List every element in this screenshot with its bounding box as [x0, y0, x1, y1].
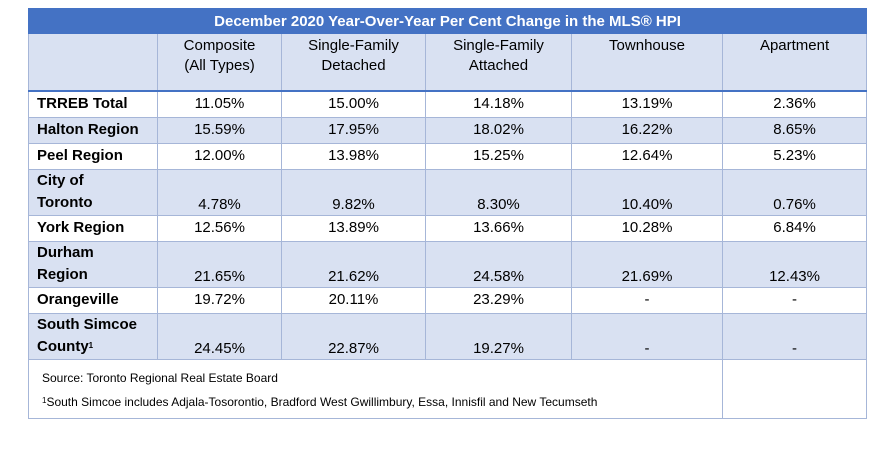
row-label: Peel Region — [28, 142, 158, 170]
value-cell: 22.87% — [281, 312, 426, 360]
value-cell: 8.30% — [425, 168, 572, 216]
value-cell: 12.64% — [571, 142, 723, 170]
column-header-composite: Composite (All Types) — [157, 33, 282, 92]
value-cell: 15.00% — [281, 90, 426, 118]
value-cell: 13.98% — [281, 142, 426, 170]
corner-header-cell — [28, 33, 158, 92]
value-cell: 4.78% — [157, 168, 282, 216]
row-label: York Region — [28, 214, 158, 242]
value-cell: 20.11% — [281, 286, 426, 314]
value-cell: 13.19% — [571, 90, 723, 118]
value-cell: 13.89% — [281, 214, 426, 242]
value-cell: 17.95% — [281, 116, 426, 144]
footer-row: Source: Toronto Regional Real Estate Boa… — [28, 358, 868, 419]
value-cell: 11.05% — [157, 90, 282, 118]
value-cell: 0.76% — [721, 168, 868, 216]
row-label: City of Toronto — [28, 168, 158, 216]
column-header-attached: Single-Family Attached — [425, 33, 572, 92]
row-label: Durham Region — [28, 240, 158, 288]
value-cell: 24.45% — [157, 312, 282, 360]
column-header-apartment: Apartment — [721, 33, 868, 92]
value-cell: 5.23% — [721, 142, 868, 170]
table-row: TRREB Total 11.05% 15.00% 14.18% 13.19% 2.36% — [28, 90, 868, 118]
column-header-row: Composite (All Types) Single-Family Detach… — [28, 33, 868, 92]
table-title: December 2020 Year-Over-Year Per Cent Ch… — [27, 8, 868, 34]
value-cell: 8.65% — [721, 116, 868, 144]
value-cell: 18.02% — [425, 116, 572, 144]
footer-empty-cell — [721, 358, 868, 419]
value-cell: 15.59% — [157, 116, 282, 144]
value-cell: 12.00% — [157, 142, 282, 170]
value-cell: 10.40% — [571, 168, 723, 216]
value-cell: 12.43% — [721, 240, 868, 288]
value-cell: 21.62% — [281, 240, 426, 288]
value-cell: 23.29% — [425, 286, 572, 314]
row-label: TRREB Total — [28, 90, 158, 118]
table-row: South Simcoe County1 24.45% 22.87% 19.27% - - — [28, 312, 868, 360]
source-note: Source: Toronto Regional Real Estate Boa… — [42, 370, 278, 385]
value-cell: 2.36% — [721, 90, 868, 118]
value-cell: 19.72% — [157, 286, 282, 314]
row-label: South Simcoe County1 — [28, 312, 158, 360]
value-cell: 24.58% — [425, 240, 572, 288]
value-cell: 21.69% — [571, 240, 723, 288]
table-row: York Region 12.56% 13.89% 13.66% 10.28% 6.84% — [28, 214, 868, 242]
column-header-detached: Single-Family Detached — [281, 33, 426, 92]
table-title-row: December 2020 Year-Over-Year Per Cent Ch… — [27, 8, 868, 34]
table-row: Durham Region 21.65% 21.62% 24.58% 21.69% 12.4… — [28, 240, 868, 288]
value-cell: 9.82% — [281, 168, 426, 216]
table-row: Halton Region 15.59% 17.95% 18.02% 16.22% 8.6… — [28, 116, 868, 144]
value-cell: 19.27% — [425, 312, 572, 360]
value-cell: 12.56% — [157, 214, 282, 242]
footnote: 1South Simcoe includes Adjala-Tosorontio… — [42, 394, 598, 409]
footnote-marker: 1 — [42, 395, 47, 405]
column-header-townhouse: Townhouse — [571, 33, 723, 92]
value-cell: - — [571, 286, 723, 314]
value-cell: 13.66% — [425, 214, 572, 242]
hpi-table: December 2020 Year-Over-Year Per Cent Ch… — [27, 8, 868, 419]
footnote-marker: 1 — [88, 341, 94, 350]
value-cell: 15.25% — [425, 142, 572, 170]
value-cell: 16.22% — [571, 116, 723, 144]
table-row: Peel Region 12.00% 13.98% 15.25% 12.64% 5.23% — [28, 142, 868, 170]
row-label: Halton Region — [28, 116, 158, 144]
row-label: Orangeville — [28, 286, 158, 314]
value-cell: 10.28% — [571, 214, 723, 242]
value-cell: 6.84% — [721, 214, 868, 242]
table-row: City of Toronto 4.78% 9.82% 8.30% 10.40% 0.76% — [28, 168, 868, 216]
value-cell: - — [571, 312, 723, 360]
value-cell: - — [721, 312, 868, 360]
hpi-table-container: December 2020 Year-Over-Year Per Cent Ch… — [27, 8, 868, 419]
value-cell: 14.18% — [425, 90, 572, 118]
footer-notes: Source: Toronto Regional Real Estate Boa… — [28, 358, 723, 419]
value-cell: 21.65% — [157, 240, 282, 288]
value-cell: - — [721, 286, 868, 314]
table-row: Orangeville 19.72% 20.11% 23.29% - - — [28, 286, 868, 314]
